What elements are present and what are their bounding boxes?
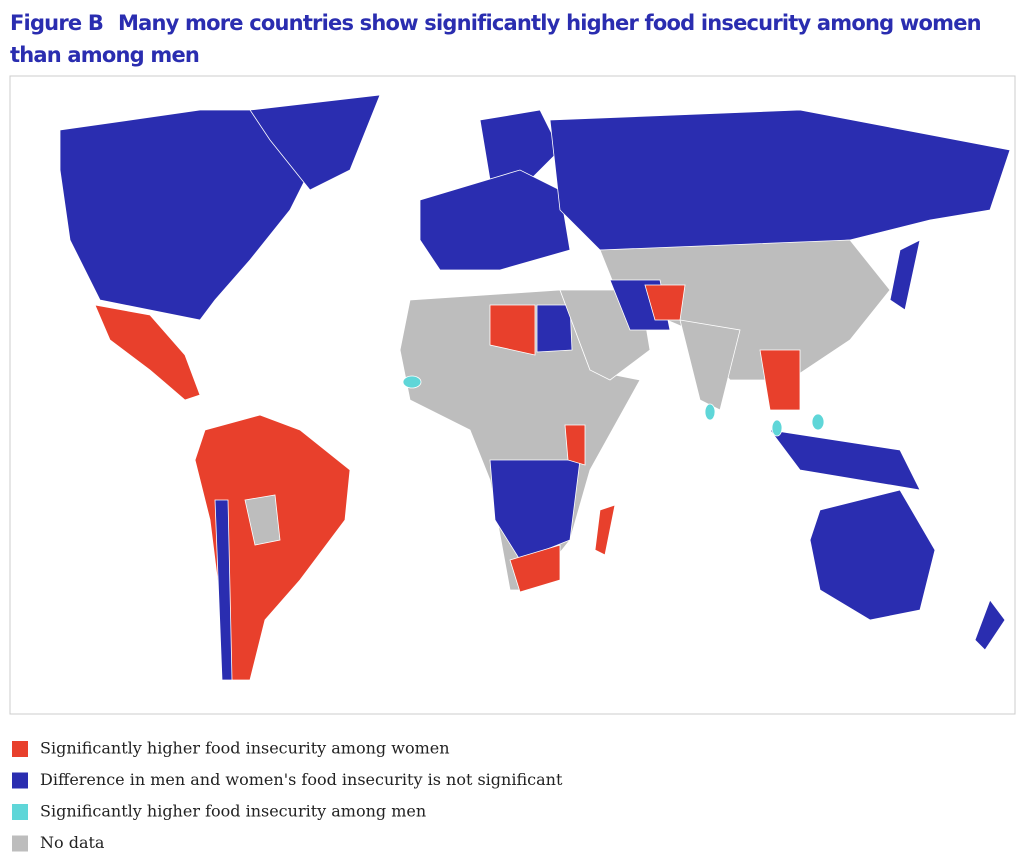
malaysia	[771, 419, 783, 437]
legend: Significantly higher food insecurity amo…	[12, 739, 563, 852]
legend-swatch	[12, 835, 28, 852]
figure-label: Figure B	[10, 11, 103, 35]
figure-title-cont: than among men	[10, 43, 199, 67]
madagascar	[594, 504, 616, 556]
philippines-south	[811, 413, 825, 431]
indonesia	[769, 429, 921, 491]
afghanistan	[644, 284, 686, 321]
europe	[419, 169, 571, 271]
kenya	[564, 424, 586, 466]
japan	[889, 239, 921, 311]
southeast-asia	[759, 349, 801, 411]
mexico-central-america	[94, 304, 201, 401]
australia	[809, 489, 936, 621]
south-africa	[509, 544, 561, 593]
russia	[549, 109, 1011, 251]
legend-label: Significantly higher food insecurity amo…	[40, 739, 450, 758]
india	[679, 319, 741, 411]
egypt	[536, 304, 573, 353]
legend-label: Difference in men and women's food insec…	[40, 770, 563, 789]
figure-title: Many more countries show significantly h…	[118, 11, 981, 35]
greenland	[249, 94, 381, 191]
legend-swatch	[12, 741, 28, 757]
legend-label: No data	[40, 833, 105, 852]
legend-label: Significantly higher food insecurity amo…	[40, 802, 426, 821]
libya	[489, 304, 536, 356]
legend-swatch	[12, 772, 28, 789]
south-america	[194, 414, 351, 681]
world-map	[59, 94, 1011, 681]
new-zealand	[974, 599, 1006, 651]
chile	[214, 499, 233, 681]
senegal	[402, 375, 422, 389]
legend-swatch	[12, 804, 28, 820]
sri-lanka	[704, 403, 716, 421]
bolivia	[244, 494, 281, 546]
